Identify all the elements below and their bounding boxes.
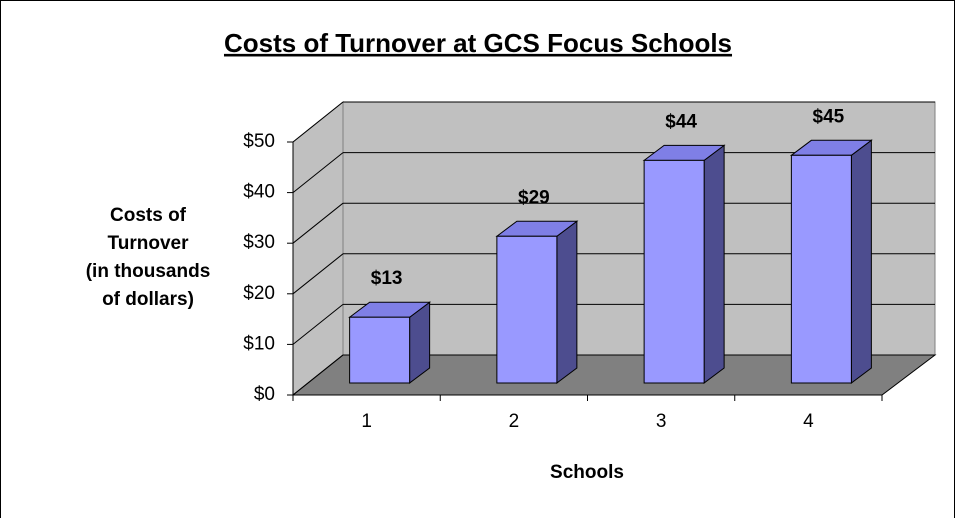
chart-title: Costs of Turnover at GCS Focus Schools <box>224 28 732 58</box>
x-tick-label: 1 <box>361 411 372 432</box>
y-tick-label: $0 <box>254 384 275 405</box>
y-axis-label: of dollars) <box>102 289 194 310</box>
bar <box>349 316 411 384</box>
x-axis-label: Schools <box>550 462 624 483</box>
x-tick-label: 4 <box>803 411 814 432</box>
side-wall <box>292 100 344 397</box>
bar-side <box>850 139 872 384</box>
y-tick-label: $20 <box>243 283 275 304</box>
x-tick-label: 3 <box>656 411 667 432</box>
bar <box>790 154 852 384</box>
y-axis-label: Turnover <box>108 233 190 254</box>
y-tick-label: $30 <box>243 232 275 253</box>
bar-side <box>703 144 725 384</box>
grid-line <box>292 354 344 396</box>
value-label: $29 <box>518 187 550 208</box>
grid-line <box>292 202 344 244</box>
bar <box>643 159 705 384</box>
y-axis-label: Costs of <box>110 205 187 226</box>
x-tick-label: 2 <box>509 411 520 432</box>
y-tick-label: $10 <box>243 333 275 354</box>
bar-side <box>556 220 578 384</box>
grid-line <box>292 253 344 295</box>
value-label: $45 <box>813 106 845 127</box>
y-tick-label: $50 <box>243 131 275 152</box>
value-label: $13 <box>371 268 403 289</box>
grid-line <box>292 101 344 143</box>
y-tick-label: $40 <box>243 182 275 203</box>
grid-line <box>292 304 344 345</box>
bar <box>496 235 558 384</box>
value-label: $44 <box>665 111 697 132</box>
grid-line <box>292 152 344 193</box>
y-axis-label: (in thousands <box>86 261 211 282</box>
